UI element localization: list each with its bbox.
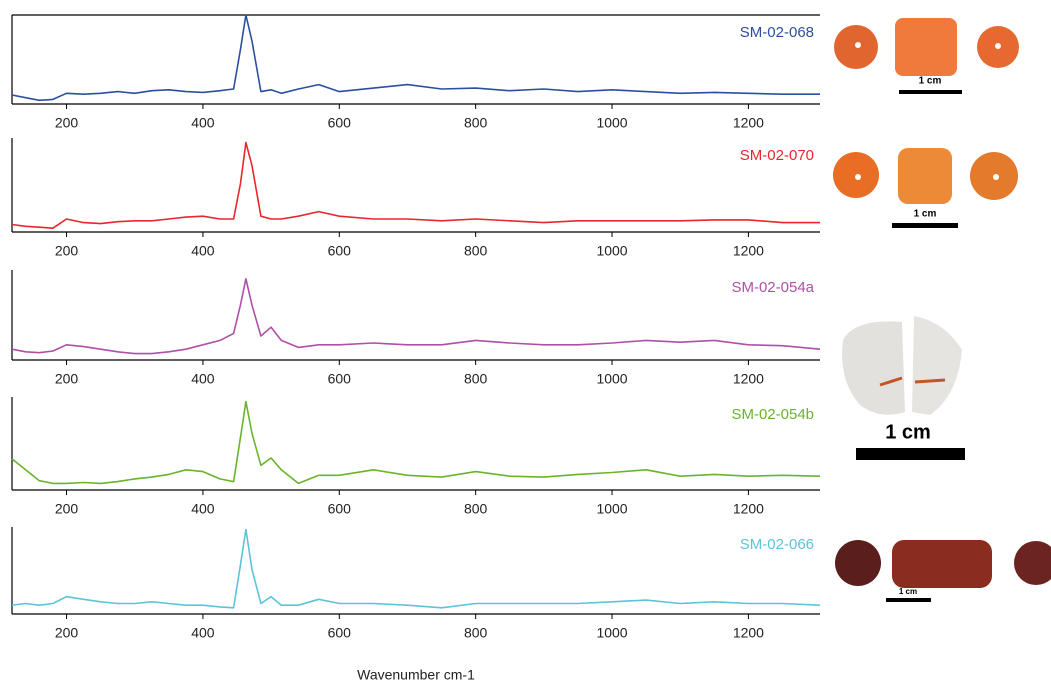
x-tick-label: 1000	[596, 243, 627, 259]
fragment-photo	[912, 316, 962, 415]
x-axis-title: Wavenumber cm-1	[357, 667, 475, 683]
x-tick-label: 400	[191, 501, 215, 517]
spectrum-line	[11, 400, 821, 485]
scale-bar	[856, 448, 965, 460]
bead-hole	[995, 43, 1001, 49]
x-tick-label: 200	[55, 501, 79, 517]
x-tick-label: 1200	[733, 243, 764, 259]
scale-label: 1 cm	[899, 587, 917, 596]
x-tick-label: 200	[55, 115, 79, 131]
bead-photo	[892, 540, 992, 588]
x-tick-label: 800	[464, 625, 488, 641]
scale-label: 1 cm	[885, 421, 931, 443]
x-tick-label: 400	[191, 243, 215, 259]
scale-bar	[892, 223, 958, 228]
x-tick-label: 200	[55, 371, 79, 387]
scale-bar	[886, 598, 931, 602]
x-tick-label: 1200	[733, 115, 764, 131]
bead-photo	[1014, 541, 1051, 585]
series-label: SM-02-054a	[731, 279, 814, 296]
x-tick-label: 600	[328, 501, 352, 517]
bead-hole	[993, 174, 999, 180]
series-label: SM-02-068	[740, 24, 814, 41]
x-tick-label: 1000	[596, 501, 627, 517]
fragment-photo	[842, 321, 905, 415]
bead-photo	[895, 18, 957, 76]
scale-bar	[899, 90, 962, 94]
x-tick-label: 400	[191, 625, 215, 641]
x-tick-label: 200	[55, 243, 79, 259]
scale-label: 1 cm	[914, 209, 937, 220]
x-tick-label: 1000	[596, 625, 627, 641]
x-tick-label: 800	[464, 243, 488, 259]
scale-label: 1 cm	[919, 76, 942, 87]
spectrum-line	[11, 14, 820, 102]
x-tick-label: 200	[55, 625, 79, 641]
spectrum-line	[11, 278, 821, 355]
series-label: SM-02-066	[740, 536, 814, 553]
bead-photo	[898, 148, 952, 204]
x-tick-label: 1200	[733, 501, 764, 517]
spectrum-line	[11, 141, 820, 229]
bead-hole	[855, 174, 861, 180]
fragment-stain	[879, 376, 946, 387]
x-tick-label: 1000	[596, 115, 627, 131]
x-tick-label: 1200	[733, 371, 764, 387]
x-tick-label: 800	[464, 501, 488, 517]
bead-hole	[855, 42, 861, 48]
x-tick-label: 600	[328, 115, 352, 131]
x-tick-label: 400	[191, 115, 215, 131]
x-tick-label: 600	[328, 371, 352, 387]
bead-photo	[835, 540, 881, 586]
series-label: SM-02-070	[740, 147, 814, 164]
series-label: SM-02-054b	[731, 406, 814, 423]
x-tick-label: 400	[191, 371, 215, 387]
x-tick-label: 600	[328, 625, 352, 641]
x-tick-label: 600	[328, 243, 352, 259]
photos: 1 cm 1 cm 1 cm 1 cm	[833, 18, 1051, 602]
x-tick-label: 1200	[733, 625, 764, 641]
x-tick-label: 800	[464, 371, 488, 387]
spectrum-line	[11, 528, 821, 609]
x-tick-label: 1000	[596, 371, 627, 387]
x-tick-label: 800	[464, 115, 488, 131]
